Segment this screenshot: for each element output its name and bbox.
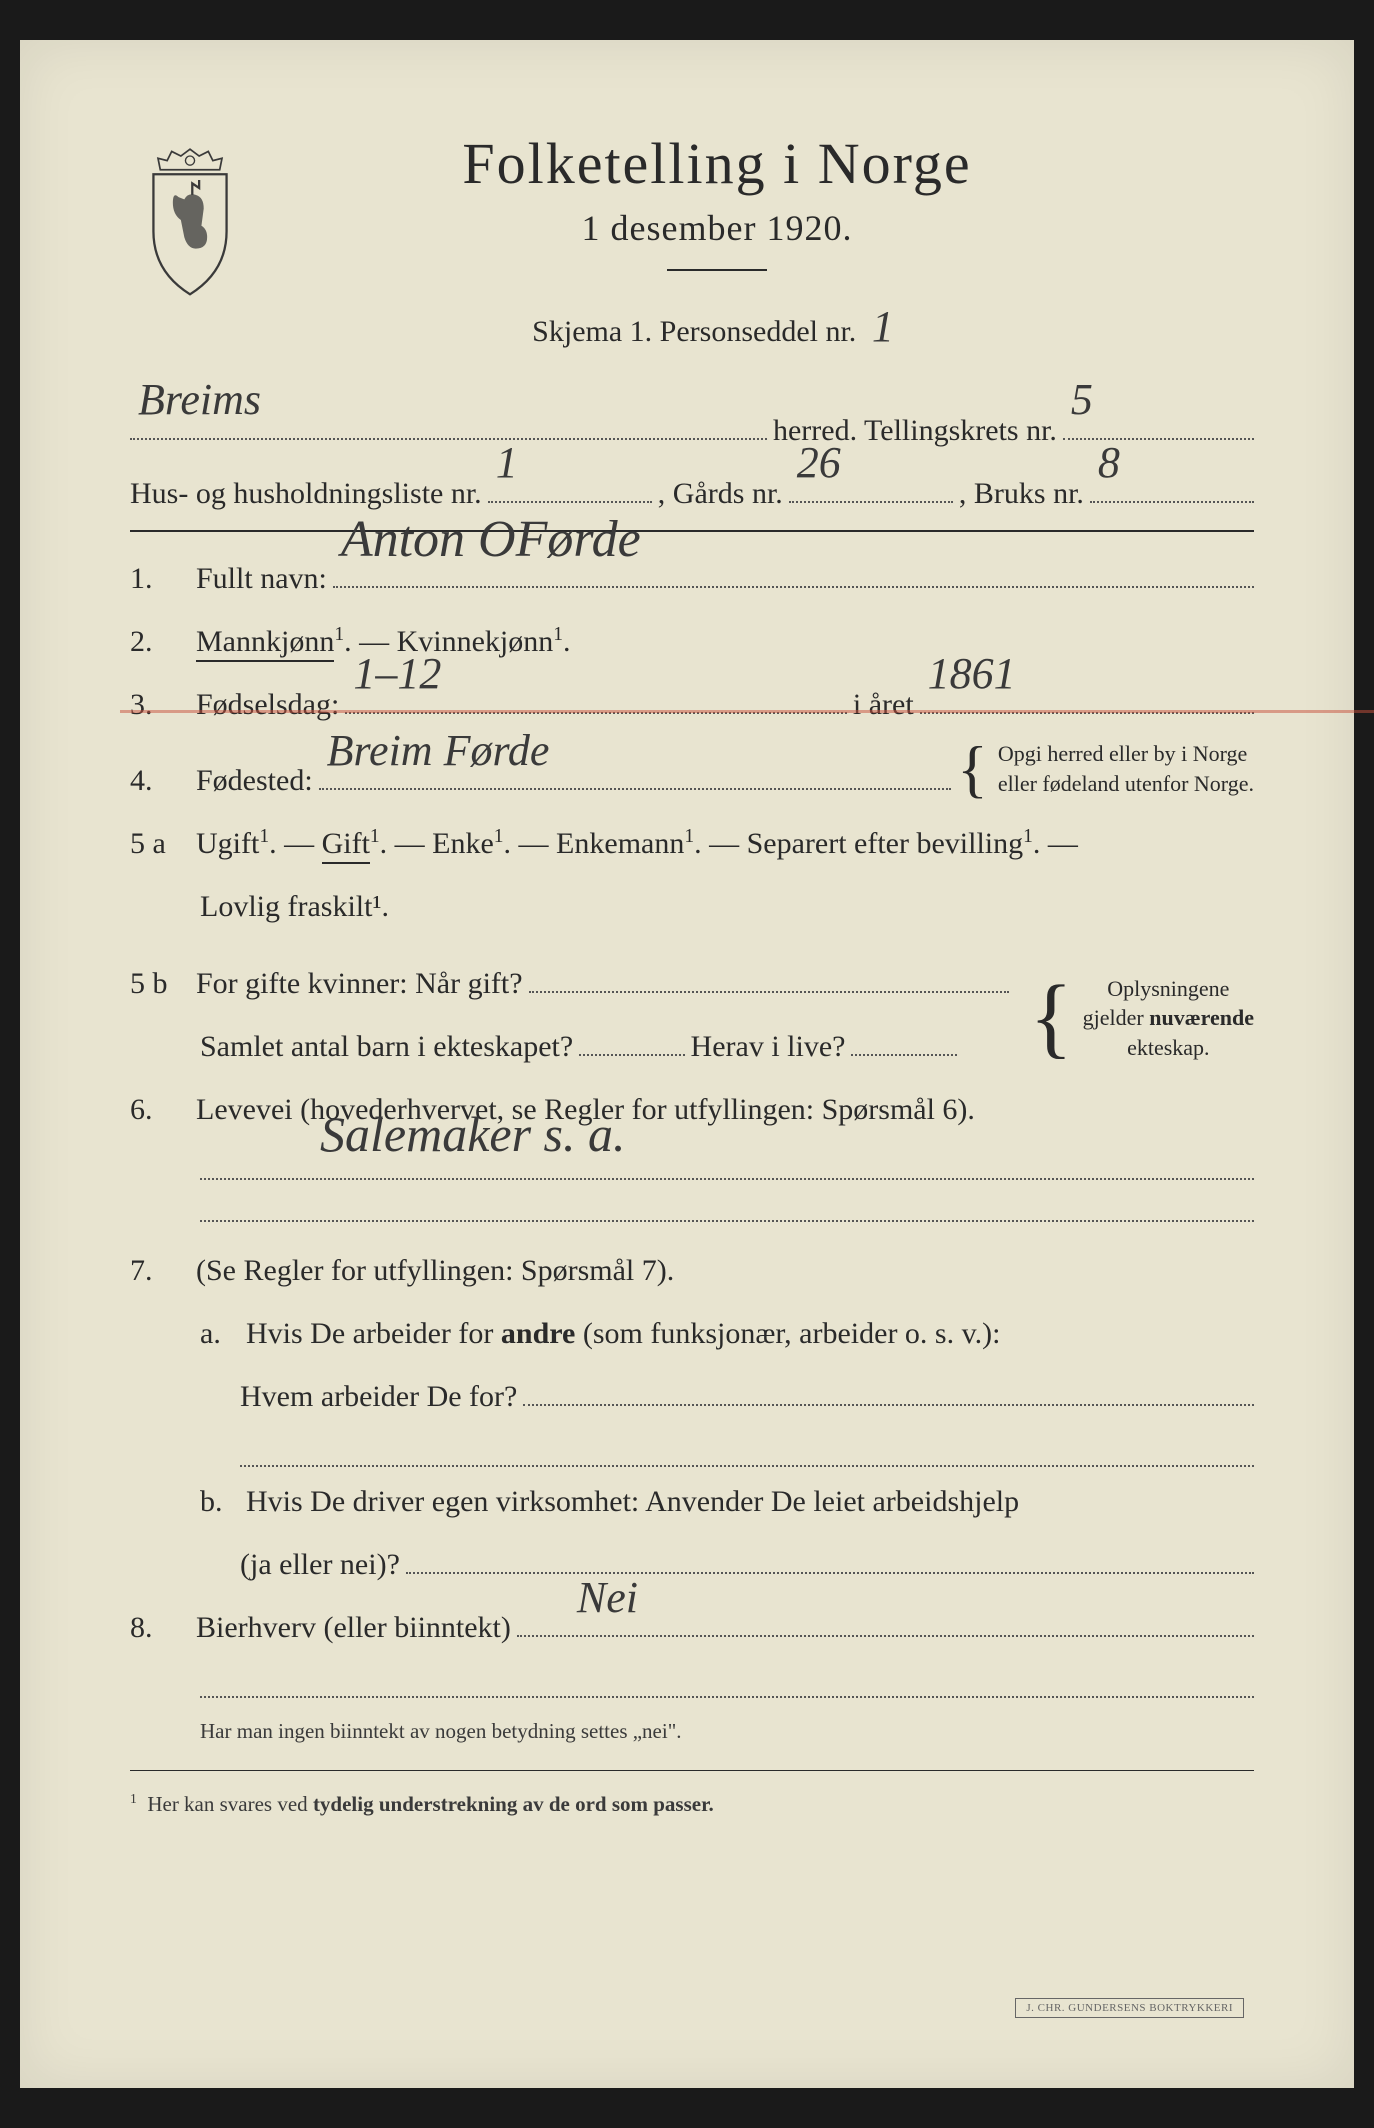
q7a-a: Hvis De arbeider for andre (som funksjon… bbox=[246, 1305, 1001, 1362]
footer-rule bbox=[130, 1770, 1254, 1771]
bruks-label: , Bruks nr. bbox=[959, 465, 1084, 522]
q7-label: (Se Regler for utfyllingen: Spørsmål 7). bbox=[196, 1242, 674, 1299]
gards-nr: 26 bbox=[797, 421, 841, 505]
q8-note: Har man ingen biinntekt av nogen betydni… bbox=[130, 1712, 1254, 1752]
q7a-b: Hvem arbeider De for? bbox=[240, 1368, 517, 1425]
q8-label: Bierhverv (eller biinntekt) bbox=[196, 1599, 511, 1656]
q8-blank bbox=[130, 1662, 1254, 1698]
herred-value: Breims bbox=[138, 358, 261, 442]
q7b-row: b. Hvis De driver egen virksomhet: Anven… bbox=[130, 1473, 1254, 1530]
q4-note-a: Opgi herred eller by i Norge bbox=[998, 739, 1254, 769]
q5b-block: 5 b For gifte kvinner: Når gift? Samlet … bbox=[130, 955, 1254, 1081]
q8-value: Nei bbox=[577, 1556, 638, 1640]
footnote: 1 Her kan svares ved tydelig understrekn… bbox=[130, 1785, 1254, 1825]
q5a-row2: Lovlig fraskilt¹. bbox=[130, 878, 1254, 935]
q4-label: Fødested: bbox=[196, 752, 313, 809]
q3-day: 1–12 bbox=[353, 632, 441, 716]
q5a-row: 5 a Ugift1. — Gift1. — Enke1. — Enkemann… bbox=[130, 815, 1254, 872]
title-divider bbox=[667, 269, 767, 271]
q6-value: Salemaker s. a. bbox=[320, 1087, 626, 1182]
q3-year-label: i året bbox=[853, 676, 914, 733]
husliste-row: Hus- og husholdningsliste nr. 1 , Gårds … bbox=[130, 465, 1254, 522]
red-pencil-line bbox=[120, 710, 1374, 713]
q4-value: Breim Førde bbox=[327, 709, 550, 793]
skjema-line: Skjema 1. Personseddel nr. 1 bbox=[300, 301, 1134, 352]
q6-num: 6. bbox=[130, 1081, 190, 1138]
form-body: Breims herred. Tellingskrets nr. 5 Hus- … bbox=[130, 402, 1254, 1825]
tellingskrets-nr: 5 bbox=[1071, 358, 1093, 442]
q5a-num: 5 a bbox=[130, 815, 190, 872]
q4-note-b: eller fødeland utenfor Norge. bbox=[998, 769, 1254, 799]
q7-num: 7. bbox=[130, 1242, 190, 1299]
q1-value: Anton OFørde bbox=[341, 491, 641, 590]
q7b-a: Hvis De driver egen virksomhet: Anvender… bbox=[246, 1473, 1019, 1530]
q7a-row: a. Hvis De arbeider for andre (som funks… bbox=[130, 1305, 1254, 1362]
q5a-text: Ugift1. — Gift1. — Enke1. — Enkemann1. —… bbox=[196, 815, 1078, 872]
q5b-num: 5 b bbox=[130, 955, 190, 1012]
personseddel-nr: 1 bbox=[864, 302, 902, 351]
q7a-row2: Hvem arbeider De for? bbox=[130, 1368, 1254, 1425]
q5b-note-b: gjelder nuværende bbox=[1083, 1003, 1254, 1033]
q8-num: 8. bbox=[130, 1599, 190, 1656]
q7a-num: a. bbox=[200, 1305, 240, 1362]
q7a-blank bbox=[130, 1431, 1254, 1467]
q4-num: 4. bbox=[130, 752, 190, 809]
header: Folketelling i Norge 1 desember 1920. Sk… bbox=[130, 130, 1254, 372]
q2-num: 2. bbox=[130, 613, 190, 670]
brace-icon: { bbox=[957, 743, 988, 794]
q7b-row2: (ja eller nei)? bbox=[130, 1536, 1254, 1593]
q7-row: 7. (Se Regler for utfyllingen: Spørsmål … bbox=[130, 1242, 1254, 1299]
bruks-nr: 8 bbox=[1098, 421, 1120, 505]
q5b-note-a: Oplysningene bbox=[1083, 974, 1254, 1004]
main-title: Folketelling i Norge bbox=[300, 130, 1134, 197]
q8-row: 8. Bierhverv (eller biinntekt) Nei bbox=[130, 1599, 1254, 1656]
q4-note: { Opgi herred eller by i Norge eller fød… bbox=[957, 739, 1254, 798]
q5b-b: Samlet antal barn i ekteskapet? bbox=[200, 1018, 573, 1075]
q1-row: 1. Fullt navn: Anton OFørde bbox=[130, 550, 1254, 607]
q5b-note: { Oplysningene gjelder nuværende ekteska… bbox=[1029, 974, 1254, 1063]
q6-blank-row bbox=[130, 1186, 1254, 1222]
q7b-num: b. bbox=[200, 1473, 240, 1530]
q5b-c: Herav i live? bbox=[691, 1018, 846, 1075]
brace-icon: { bbox=[1029, 982, 1072, 1054]
q1-label: Fullt navn: bbox=[196, 550, 327, 607]
coat-of-arms bbox=[130, 140, 250, 300]
q5b-a: For gifte kvinner: Når gift? bbox=[196, 955, 523, 1012]
skjema-label: Skjema 1. Personseddel nr. bbox=[532, 315, 856, 348]
printer-stamp: J. CHR. GUNDERSENS BOKTRYKKERI bbox=[1015, 1998, 1244, 2018]
section-rule bbox=[130, 530, 1254, 532]
q7b-b: (ja eller nei)? bbox=[240, 1536, 400, 1593]
q3-label: Fødselsdag: bbox=[196, 676, 339, 733]
q5b-note-c: ekteskap. bbox=[1083, 1033, 1254, 1063]
herred-row: Breims herred. Tellingskrets nr. 5 bbox=[130, 402, 1254, 459]
q1-num: 1. bbox=[130, 550, 190, 607]
census-form-page: Folketelling i Norge 1 desember 1920. Sk… bbox=[20, 40, 1354, 2088]
q3-num: 3. bbox=[130, 676, 190, 733]
gards-label: , Gårds nr. bbox=[658, 465, 783, 522]
q3-year: 1861 bbox=[928, 632, 1016, 716]
q5a-text2: Lovlig fraskilt¹. bbox=[200, 878, 389, 935]
title-block: Folketelling i Norge 1 desember 1920. Sk… bbox=[300, 130, 1254, 372]
q4-row: 4. Fødested: Breim Førde { Opgi herred e… bbox=[130, 739, 1254, 809]
q6-row: 6. Levevei (hovederhvervet, se Regler fo… bbox=[130, 1081, 1254, 1138]
q6-value-row: Salemaker s. a. bbox=[130, 1144, 1254, 1180]
q2-row: 2. Mannkjønn1. — Kvinnekjønn1. bbox=[130, 613, 1254, 670]
q3-row: 3. Fødselsdag: 1–12 i året 1861 bbox=[130, 676, 1254, 733]
date-line: 1 desember 1920. bbox=[300, 207, 1134, 249]
